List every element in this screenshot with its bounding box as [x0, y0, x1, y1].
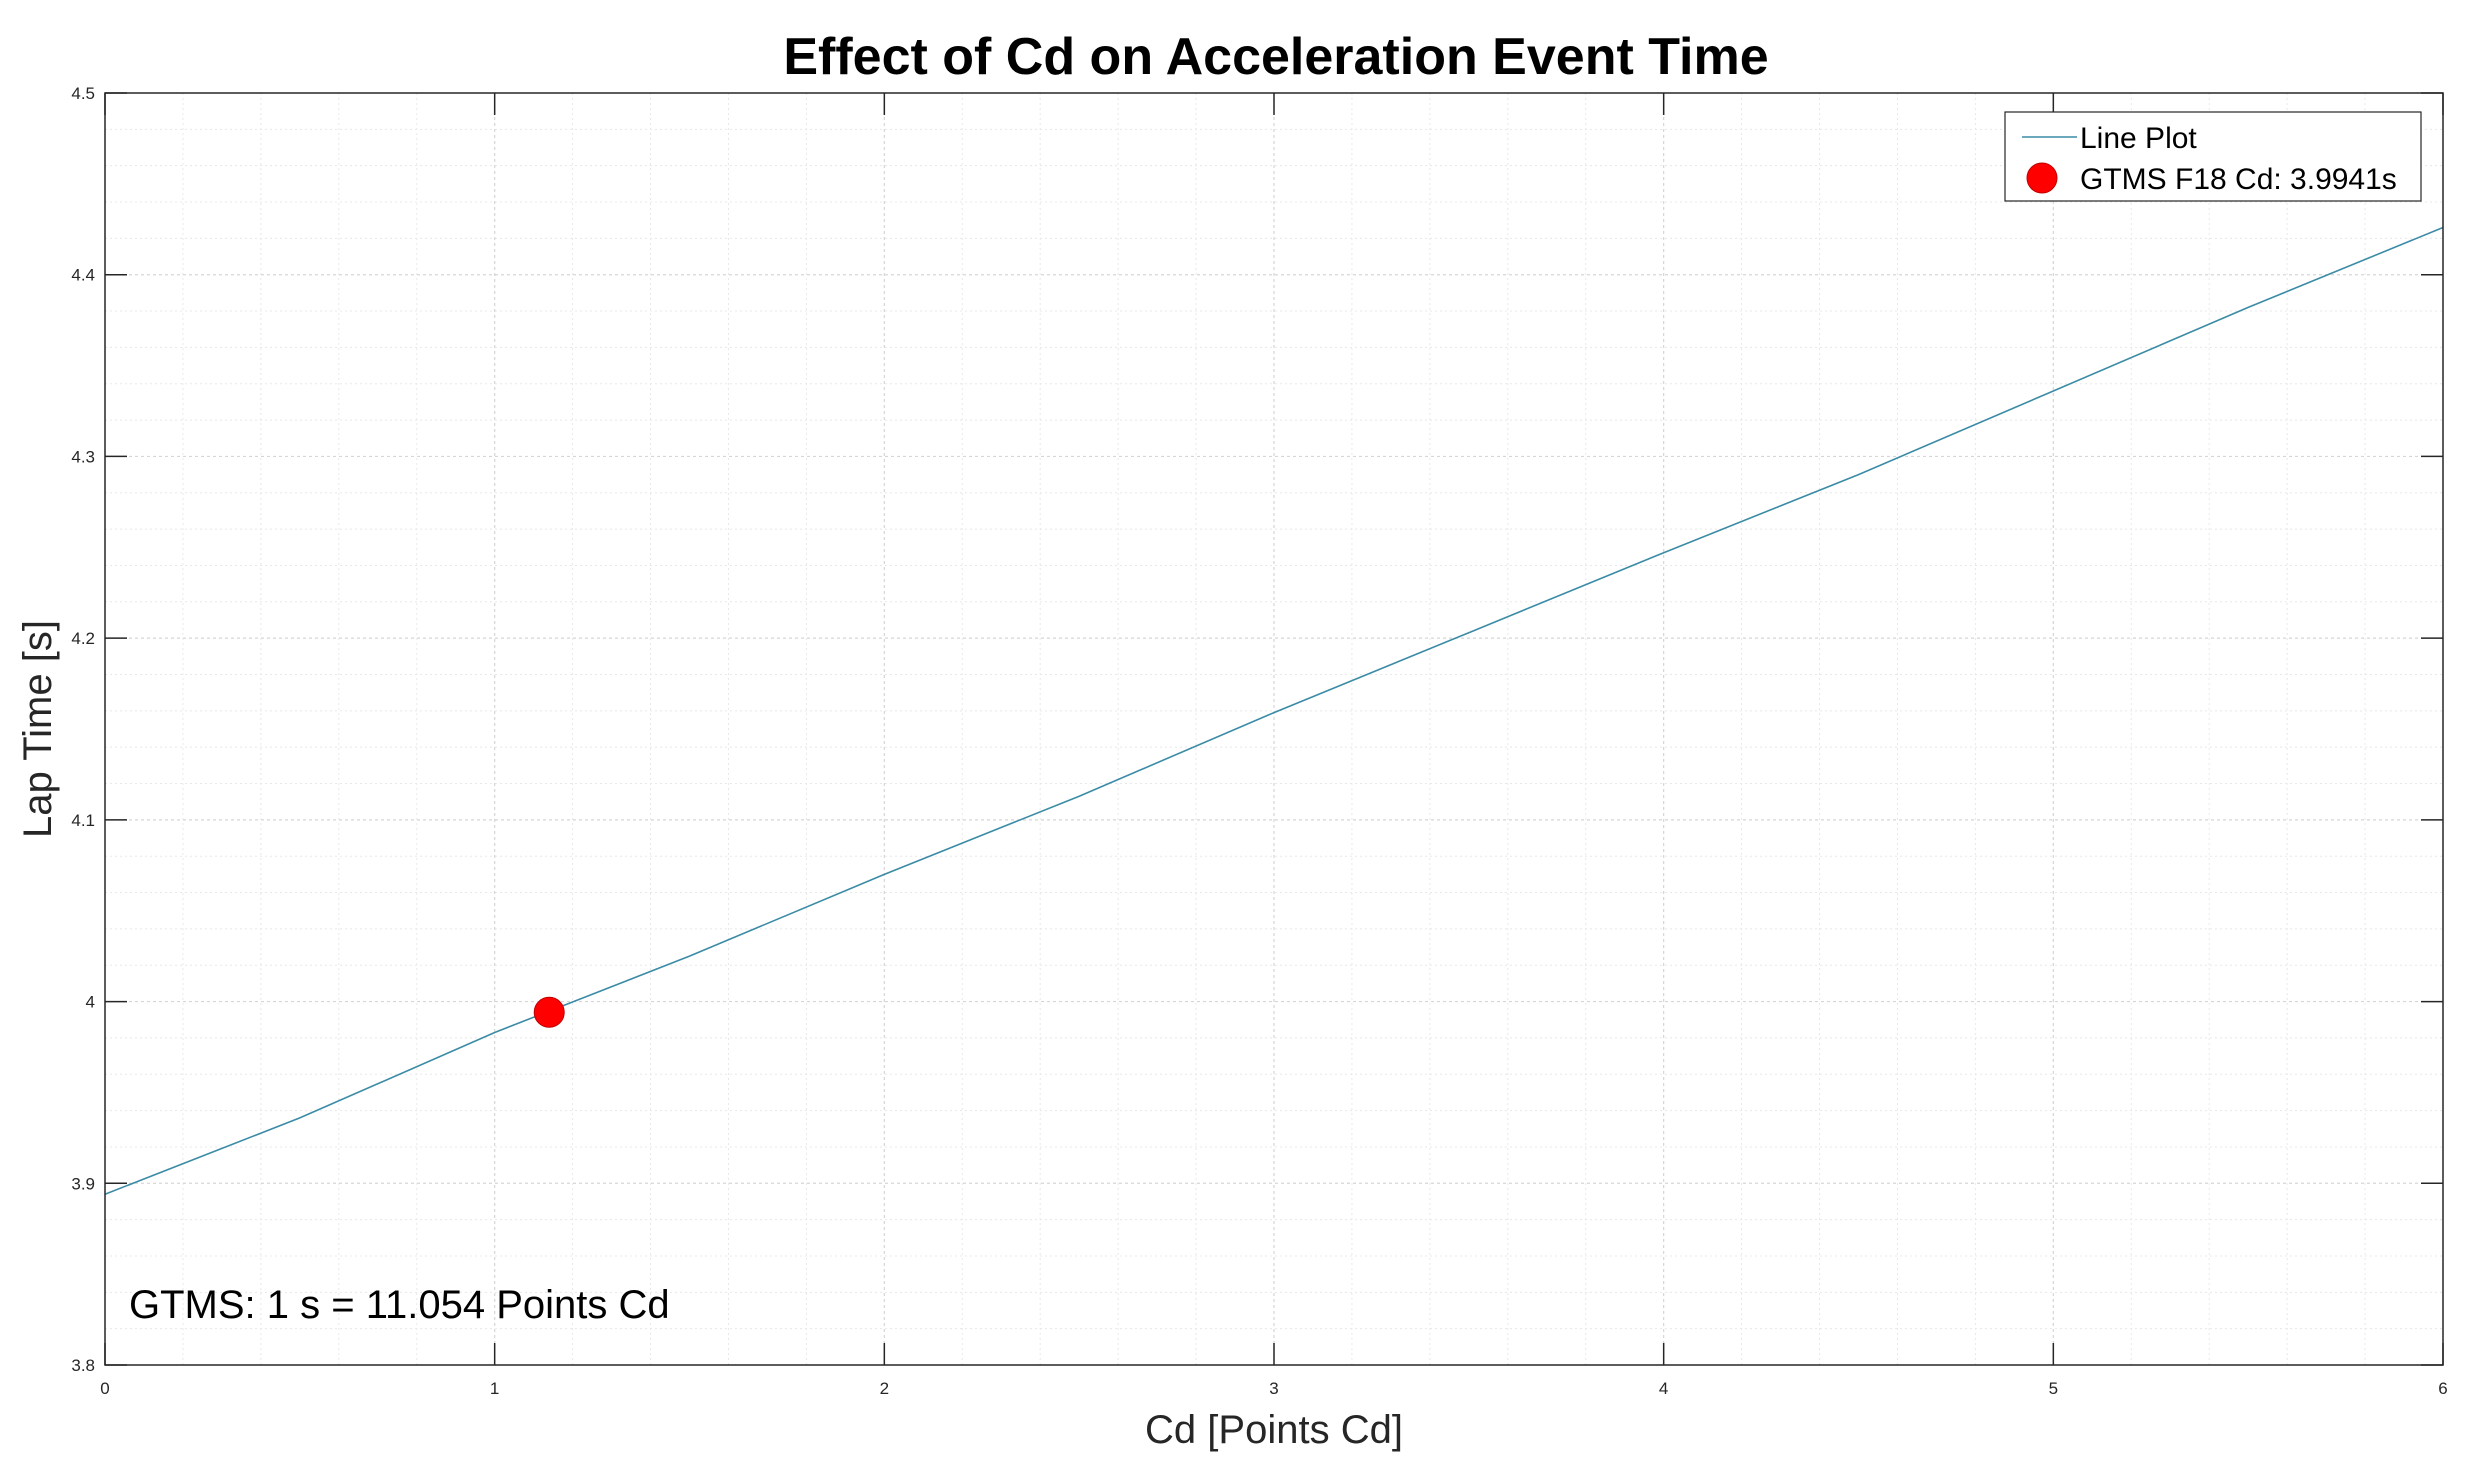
- x-tick-label: 6: [2438, 1379, 2447, 1398]
- x-tick-label: 3: [1269, 1379, 1278, 1398]
- annotation-text: GTMS: 1 s = 11.054 Points Cd: [129, 1283, 670, 1327]
- tick-marks: [104, 92, 2444, 1366]
- x-axis-label: Cd [Points Cd]: [1145, 1408, 1403, 1452]
- y-tick-labels: 3.8 3.9 4 4.1 4.2 4.3 4.4 4.5: [71, 84, 95, 1375]
- y-tick-label: 4.3: [71, 447, 95, 466]
- x-tick-label: 1: [490, 1379, 499, 1398]
- minor-grid: [105, 93, 2443, 1365]
- y-axis-label: Lap Time [s]: [16, 620, 60, 838]
- legend-entry-gtms-marker: GTMS F18 Cd: 3.9941s: [2080, 163, 2397, 196]
- legend-marker-swatch: [2026, 162, 2058, 194]
- y-tick-label: 3.8: [71, 1356, 95, 1375]
- x-tick-label: 5: [2049, 1379, 2058, 1398]
- chart-title: Effect of Cd on Acceleration Event Time: [783, 28, 1768, 86]
- x-tick-labels: 0 1 2 3 4 5 6: [100, 1379, 2447, 1398]
- y-tick-label: 3.9: [71, 1174, 95, 1193]
- x-tick-label: 0: [100, 1379, 109, 1398]
- legend-box: [2004, 111, 2422, 202]
- series-layer: [104, 226, 2444, 1195]
- y-tick-label: 4.1: [71, 811, 95, 830]
- x-tick-label: 2: [880, 1379, 889, 1398]
- major-grid: [105, 93, 2443, 1365]
- x-tick-label: 4: [1659, 1379, 1668, 1398]
- gtms-f18-marker: [533, 996, 565, 1028]
- y-tick-label: 4.4: [71, 266, 95, 285]
- y-tick-label: 4.2: [71, 629, 95, 648]
- legend-entry-line-plot: Line Plot: [2080, 122, 2197, 155]
- y-tick-label: 4.5: [71, 84, 95, 103]
- y-tick-label: 4: [86, 993, 95, 1012]
- series-line-plot: [104, 226, 2444, 1195]
- legend: Line Plot GTMS F18 Cd: 3.9941s: [2004, 111, 2422, 202]
